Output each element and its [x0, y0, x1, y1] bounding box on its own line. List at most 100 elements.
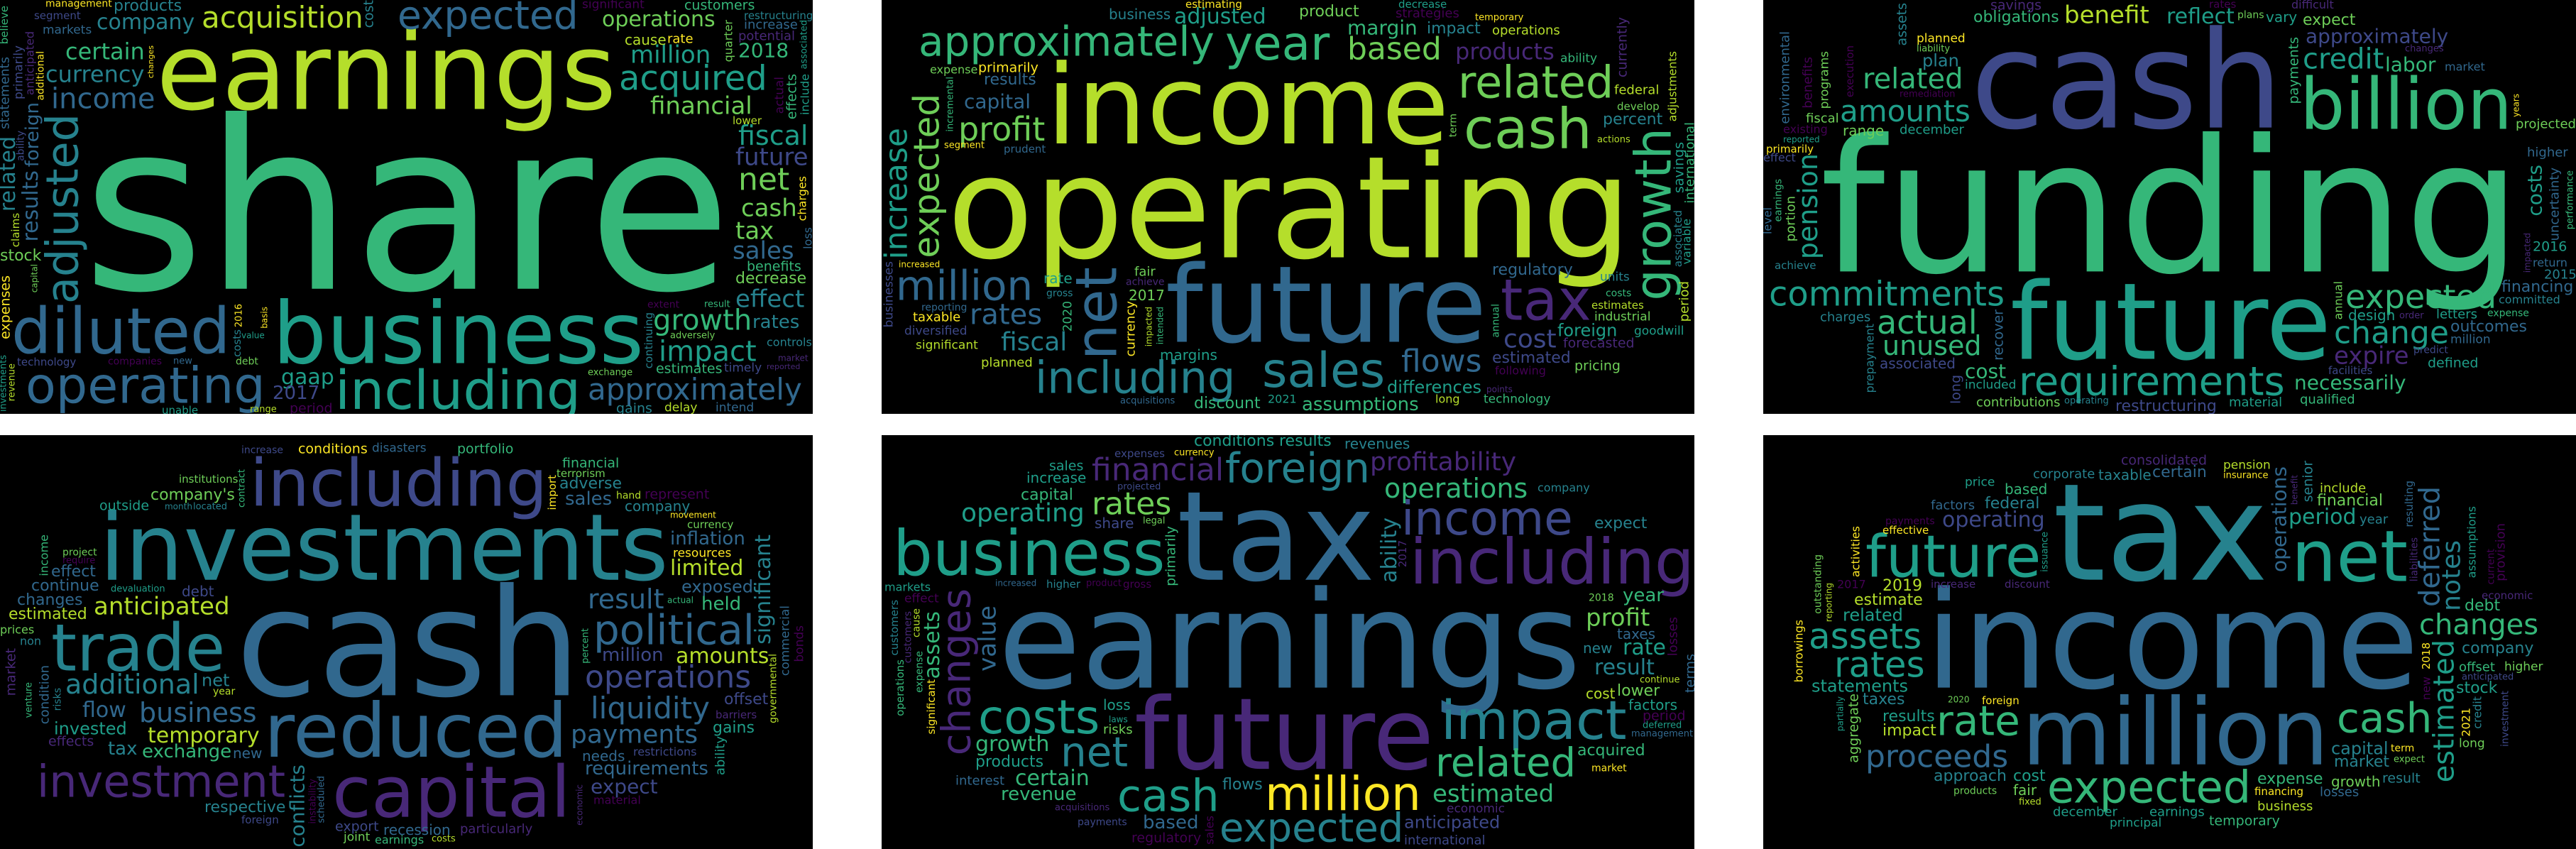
word-products: products	[1455, 38, 1555, 65]
word-export: export	[335, 818, 379, 834]
word-fiscal: fiscal	[1806, 111, 1839, 126]
word-charges: charges	[796, 176, 809, 221]
word-expected: expected	[2047, 762, 2251, 814]
word-cost: cost	[1503, 325, 1557, 354]
word-technology: technology	[17, 356, 76, 368]
word-company: company	[625, 498, 690, 515]
word-prices: prices	[0, 623, 34, 637]
word-variable: variable	[1680, 219, 1694, 265]
word-activities: activities	[1849, 526, 1863, 577]
word-future: future	[2010, 261, 2331, 385]
word-diversified: diversified	[904, 324, 968, 339]
word-tax: tax	[108, 738, 138, 760]
word-develop: develop	[1617, 100, 1660, 113]
word-conditions: conditions	[1194, 435, 1274, 450]
word-fiscal: fiscal	[1001, 328, 1067, 357]
word-changes: changes	[2405, 44, 2444, 55]
word-quarter: quarter	[722, 20, 735, 62]
word-temporary: temporary	[148, 723, 260, 748]
word-commitments: commitments	[1769, 275, 2005, 314]
word-margins: margins	[1160, 346, 1217, 363]
word-performance: performance	[2565, 170, 2576, 229]
word-years: years	[2511, 94, 2521, 117]
word-period: period	[1677, 281, 1692, 322]
word-impact: impact	[1441, 689, 1627, 752]
word-foreign: foreign	[241, 814, 279, 826]
word-expense: expense	[930, 63, 977, 77]
word-anticipated: anticipated	[2462, 672, 2514, 683]
word-design: design	[2348, 307, 2395, 324]
word-increase: increase	[1026, 469, 1086, 486]
word-period: period	[1643, 708, 1686, 723]
word-statements: statements	[0, 57, 13, 129]
word-related: related	[1458, 57, 1613, 109]
word-business: business	[139, 697, 257, 728]
word-assumptions: assumptions	[1302, 394, 1419, 414]
word-estimate: estimate	[1854, 591, 1923, 609]
word-currency: currency	[1124, 301, 1139, 357]
word-rate: rate	[1623, 635, 1666, 660]
word-percent: percent	[1603, 111, 1663, 128]
word-based: based	[1143, 812, 1198, 833]
word-hand: hand	[616, 490, 641, 501]
word-capital: capital	[30, 264, 40, 292]
word-restructuring: restructuring	[744, 9, 813, 22]
word-based: based	[1347, 31, 1442, 67]
word-terrorism: terrorism	[557, 467, 605, 480]
word-outcomes: outcomes	[2450, 318, 2527, 336]
word-segment: segment	[944, 141, 985, 151]
word-foreign: foreign	[1557, 320, 1617, 340]
word-significant: significant	[925, 679, 938, 735]
word-effective: effective	[1882, 524, 1929, 537]
word-additional: additional	[35, 51, 46, 101]
word-2017: 2017	[273, 383, 319, 404]
word-billion: billion	[2300, 63, 2512, 146]
word-tax: tax	[2053, 455, 2268, 612]
word-losses: losses	[1666, 617, 1681, 656]
word-financing: financing	[2501, 278, 2573, 296]
word-earnings: earnings	[156, 11, 616, 135]
word-customers: customers	[684, 0, 755, 13]
word-businesses: businesses	[882, 261, 897, 328]
word-2017: 2017	[1396, 540, 1409, 567]
word-gross: gross	[1046, 287, 1073, 299]
word-payments: payments	[571, 721, 698, 750]
word-financial: financial	[1092, 452, 1224, 488]
word-million: million	[602, 645, 664, 666]
word-million: million	[2450, 333, 2491, 347]
word-import: import	[546, 475, 559, 510]
word-adversely: adversely	[670, 331, 716, 341]
word-commercial: commercial	[779, 606, 793, 676]
word-corporate: corporate	[2033, 467, 2095, 482]
word-2016: 2016	[2533, 239, 2567, 254]
word-2015: 2015	[2544, 268, 2576, 283]
word-reflect: reflect	[2166, 4, 2235, 29]
word-long: long	[1948, 375, 1963, 404]
word-savings: savings	[1990, 0, 2041, 13]
word-tax: tax	[1501, 268, 1591, 334]
word-future: future	[1865, 523, 2041, 591]
word-increased: increased	[995, 579, 1036, 588]
word-strategies: strategies	[1396, 6, 1459, 21]
word-changes: changes	[17, 591, 82, 609]
word-2018: 2018	[738, 38, 789, 62]
word-cloud-1-svg: shareearningsbusinessincludingdilutedope…	[0, 0, 813, 414]
word-rates: rates	[752, 312, 799, 333]
word-fixed: fixed	[2019, 797, 2041, 808]
word-related: related	[1843, 605, 1903, 625]
word-operations: operations	[2267, 466, 2291, 572]
word-sales: sales	[1049, 458, 1083, 473]
word-current: current	[2485, 548, 2496, 584]
word-difficult: difficult	[2291, 0, 2334, 11]
word-including: including	[1410, 525, 1694, 598]
word-factors: factors	[1931, 498, 1975, 513]
word-period: period	[2289, 505, 2357, 530]
word-estimated: estimated	[2428, 640, 2461, 782]
word-economic: economic	[2482, 589, 2533, 602]
word-restrictions: restrictions	[633, 745, 696, 759]
word-economic: economic	[1447, 802, 1505, 816]
word-earnings: earnings	[375, 833, 424, 847]
word-cash: cash	[2337, 694, 2432, 743]
word-deferred: deferred	[1643, 721, 1682, 731]
